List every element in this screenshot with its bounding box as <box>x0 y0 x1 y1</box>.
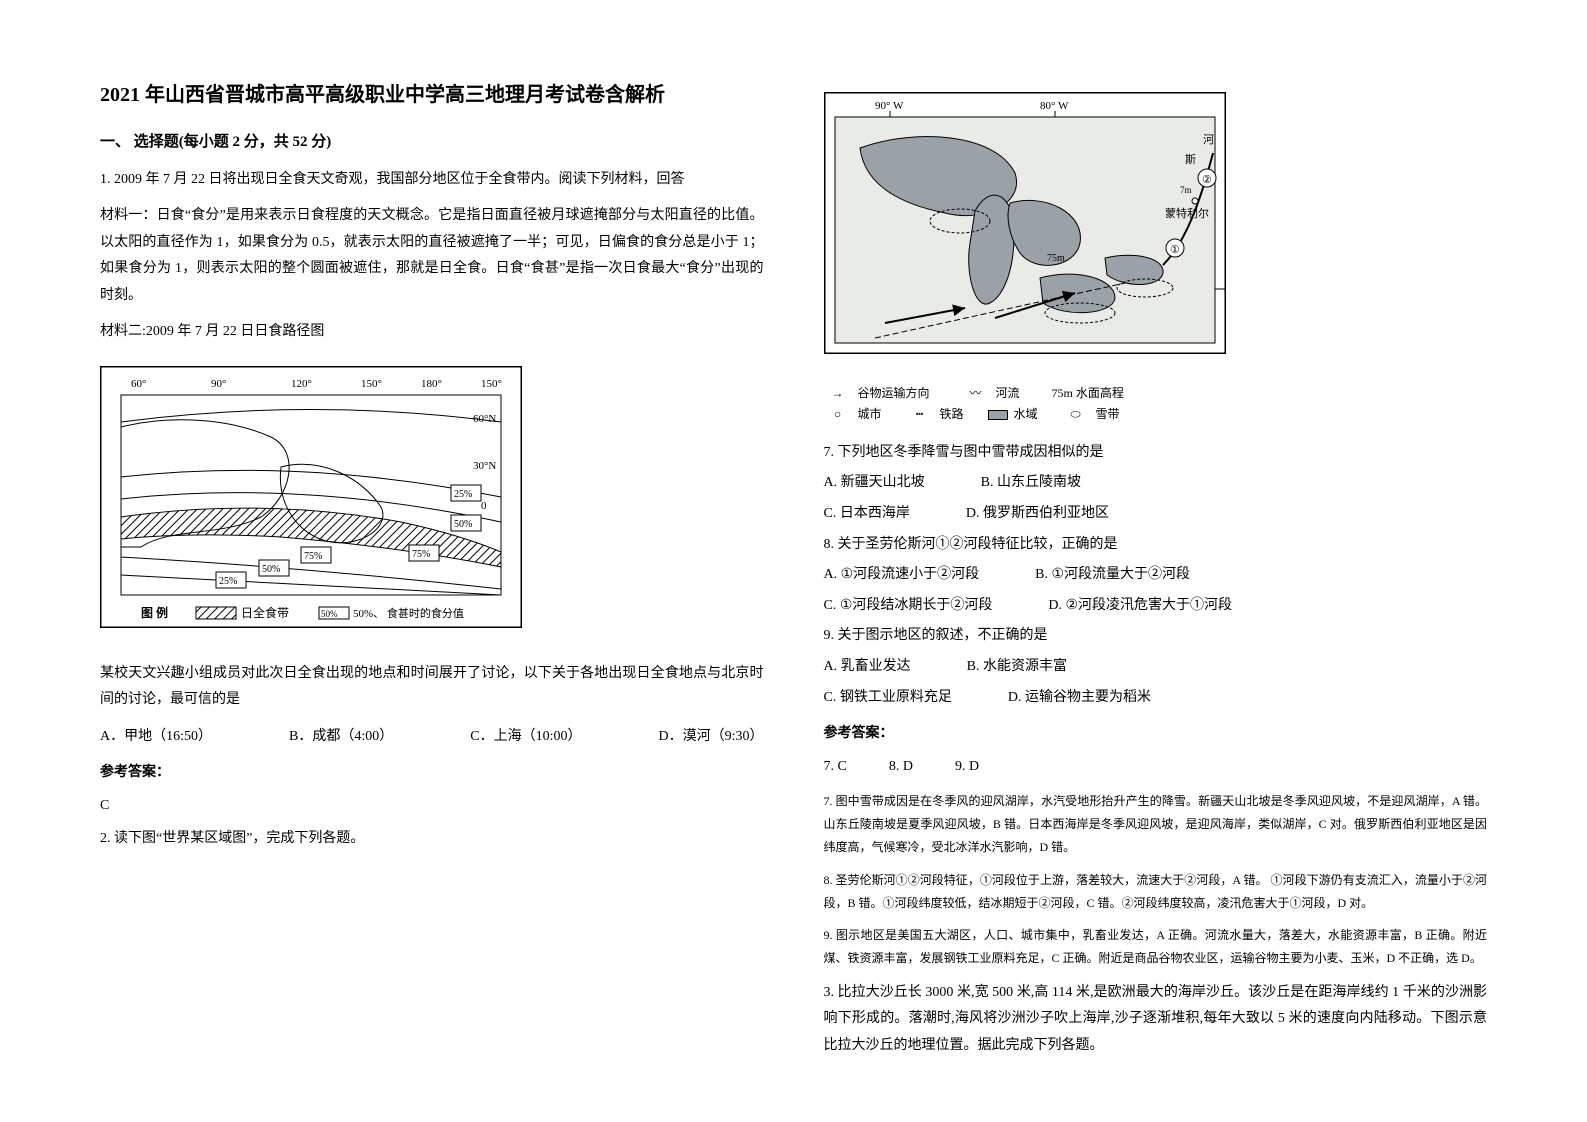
left-column: 2021 年山西省晋城市高平高级职业中学高三地理月考试卷含解析 一、 选择题(每… <box>100 80 764 1082</box>
lon-label: 80° W <box>1040 100 1069 112</box>
q1-body: 某校天文兴趣小组成员对此次日全食出现的地点和时间展开了讨论，以下关于各地出现日全… <box>100 661 764 714</box>
section-heading: 一、 选择题(每小题 2 分，共 52 分) <box>100 128 764 157</box>
q1-options: A．甲地（16:50） B．成都（4:00） C．上海（10:00） D．漠河（… <box>100 724 764 751</box>
water-icon <box>988 410 1008 420</box>
legend-label: 75m 水面高程 <box>1052 383 1124 405</box>
q8-options: A. ①河段流速小于②河段 B. ①河段流量大于②河段 <box>824 562 1488 589</box>
river-icon: 〰 <box>962 383 990 405</box>
svg-text:25%: 25% <box>219 576 237 587</box>
lat-label: 30°N <box>473 460 496 472</box>
q2: 2. 读下图“世界某区域图”，完成下列各题。 <box>100 826 764 853</box>
lon-label: 90° W <box>875 100 904 112</box>
answer-heading: 参考答案： <box>100 760 764 787</box>
legend-label: 铁路 <box>940 404 964 426</box>
material-2: 材料二:2009 年 7 月 22 日日食路径图 <box>100 319 764 346</box>
fig1-caption-mid: 日全食带 <box>241 605 289 620</box>
svg-text:50%: 50% <box>262 564 280 575</box>
q7: 7. 下列地区冬季降雪与图中雪带成因相似的是 <box>824 440 1488 467</box>
q9-options: C. 钢铁工业原料充足 D. 运输谷物主要为稻米 <box>824 685 1488 712</box>
svg-text:75%: 75% <box>304 551 322 562</box>
lon-label: 60° <box>131 378 146 390</box>
right-column: 90° W 80° W 40° N 蒙特利尔 ① <box>824 80 1488 1082</box>
material-1: 材料一：日食“食分”是用来表示日食程度的天文概念。它是指日面直径被月球遮掩部分与… <box>100 203 764 309</box>
arrow-icon: → <box>824 383 852 405</box>
q3: 3. 比拉大沙丘长 3000 米,宽 500 米,高 114 米,是欧洲最大的海… <box>824 980 1488 1060</box>
city-label: 蒙特利尔 <box>1165 206 1209 220</box>
explanation-7: 7. 图中雪带成因是在冬季风的迎风湖岸，水汽受地形抬升产生的降雪。新疆天山北坡是… <box>824 790 1488 858</box>
city-icon: ○ <box>824 404 852 426</box>
q7-options: C. 日本西海岸 D. 俄罗斯西伯利亚地区 <box>824 501 1488 528</box>
explanation-8: 8. 圣劳伦斯河①②河段特征，①河段位于上游，落差较大，流速大于②河段，A 错。… <box>824 869 1488 915</box>
depth-label-2: 7m <box>1180 185 1192 195</box>
pct-box: 50% <box>451 515 481 531</box>
lon-label: 150° <box>481 378 502 390</box>
svg-text:50%: 50% <box>454 519 472 530</box>
figure-eclipse-map: 60° 90° 120° 150° 180° 150° 60°N 30°N 0 <box>100 366 522 628</box>
q9-options: A. 乳畜业发达 B. 水能资源丰富 <box>824 654 1488 681</box>
figure-great-lakes-map: 90° W 80° W 40° N 蒙特利尔 ① <box>824 92 1226 354</box>
river-label-2: 斯 <box>1185 153 1196 166</box>
lon-label: 90° <box>211 378 226 390</box>
q8-options: C. ①河段结冰期长于②河段 D. ②河段凌汛危害大于①河段 <box>824 593 1488 620</box>
great-lakes-svg: 90° W 80° W 40° N 蒙特利尔 ① <box>825 93 1225 353</box>
page-title: 2021 年山西省晋城市高平高级职业中学高三地理月考试卷含解析 <box>100 80 764 110</box>
legend-label: 河流 <box>996 383 1020 405</box>
rail-icon: ┅ <box>906 404 934 426</box>
eclipse-map-svg: 60° 90° 120° 150° 180° 150° 60°N 30°N 0 <box>101 367 521 627</box>
svg-text:50%: 50% <box>321 609 338 619</box>
circle-2: ② <box>1202 174 1212 186</box>
snow-icon: ⬭ <box>1062 404 1090 426</box>
pct-box: 50% <box>259 560 289 576</box>
pct-box: 25% <box>451 485 481 501</box>
lon-label: 150° <box>361 378 382 390</box>
q1-intro: 1. 2009 年 7 月 22 日将出现日全食天文奇观，我国部分地区位于全食带… <box>100 167 764 194</box>
pct-box: 75% <box>409 545 439 561</box>
pct-box: 25% <box>216 572 246 588</box>
svg-text:75%: 75% <box>412 549 430 560</box>
explanation-9: 9. 图示地区是美国五大湖区，人口、城市集中，乳畜业发达，A 正确。河流水量大，… <box>824 924 1488 970</box>
q7-options: A. 新疆天山北坡 B. 山东丘陵南坡 <box>824 470 1488 497</box>
q8: 8. 关于圣劳伦斯河①②河段特征比较，正确的是 <box>824 532 1488 559</box>
legend-label: 雪带 <box>1096 404 1120 426</box>
city-marker <box>1192 198 1198 204</box>
answer-heading: 参考答案： <box>824 721 1488 748</box>
legend-label: 谷物运输方向 <box>858 383 930 405</box>
river-label: 河 <box>1203 133 1214 146</box>
svg-text:25%: 25% <box>454 489 472 500</box>
lon-label: 120° <box>291 378 312 390</box>
lon-label: 180° <box>421 378 442 390</box>
fig1-caption-right: 50%、 食甚时的食分值 <box>353 606 464 620</box>
pct-box: 75% <box>301 547 331 563</box>
map-legend: → 谷物运输方向 〰 河流 75m 水面高程 ○ 城市 ┅ 铁路 水域 ⬭ 雪带 <box>824 383 1488 426</box>
fig1-caption-left: 图 例 <box>141 605 168 620</box>
answer-line: 7. C 8. D 9. D <box>824 754 1488 781</box>
q9: 9. 关于图示地区的叙述，不正确的是 <box>824 623 1488 650</box>
depth-label: 75m <box>1047 253 1065 264</box>
legend-label: 城市 <box>858 404 882 426</box>
q1-answer: C <box>100 793 764 820</box>
legend-label: 水域 <box>1014 404 1038 426</box>
lat-label: 0 <box>481 500 487 512</box>
circle-1: ① <box>1170 244 1180 256</box>
